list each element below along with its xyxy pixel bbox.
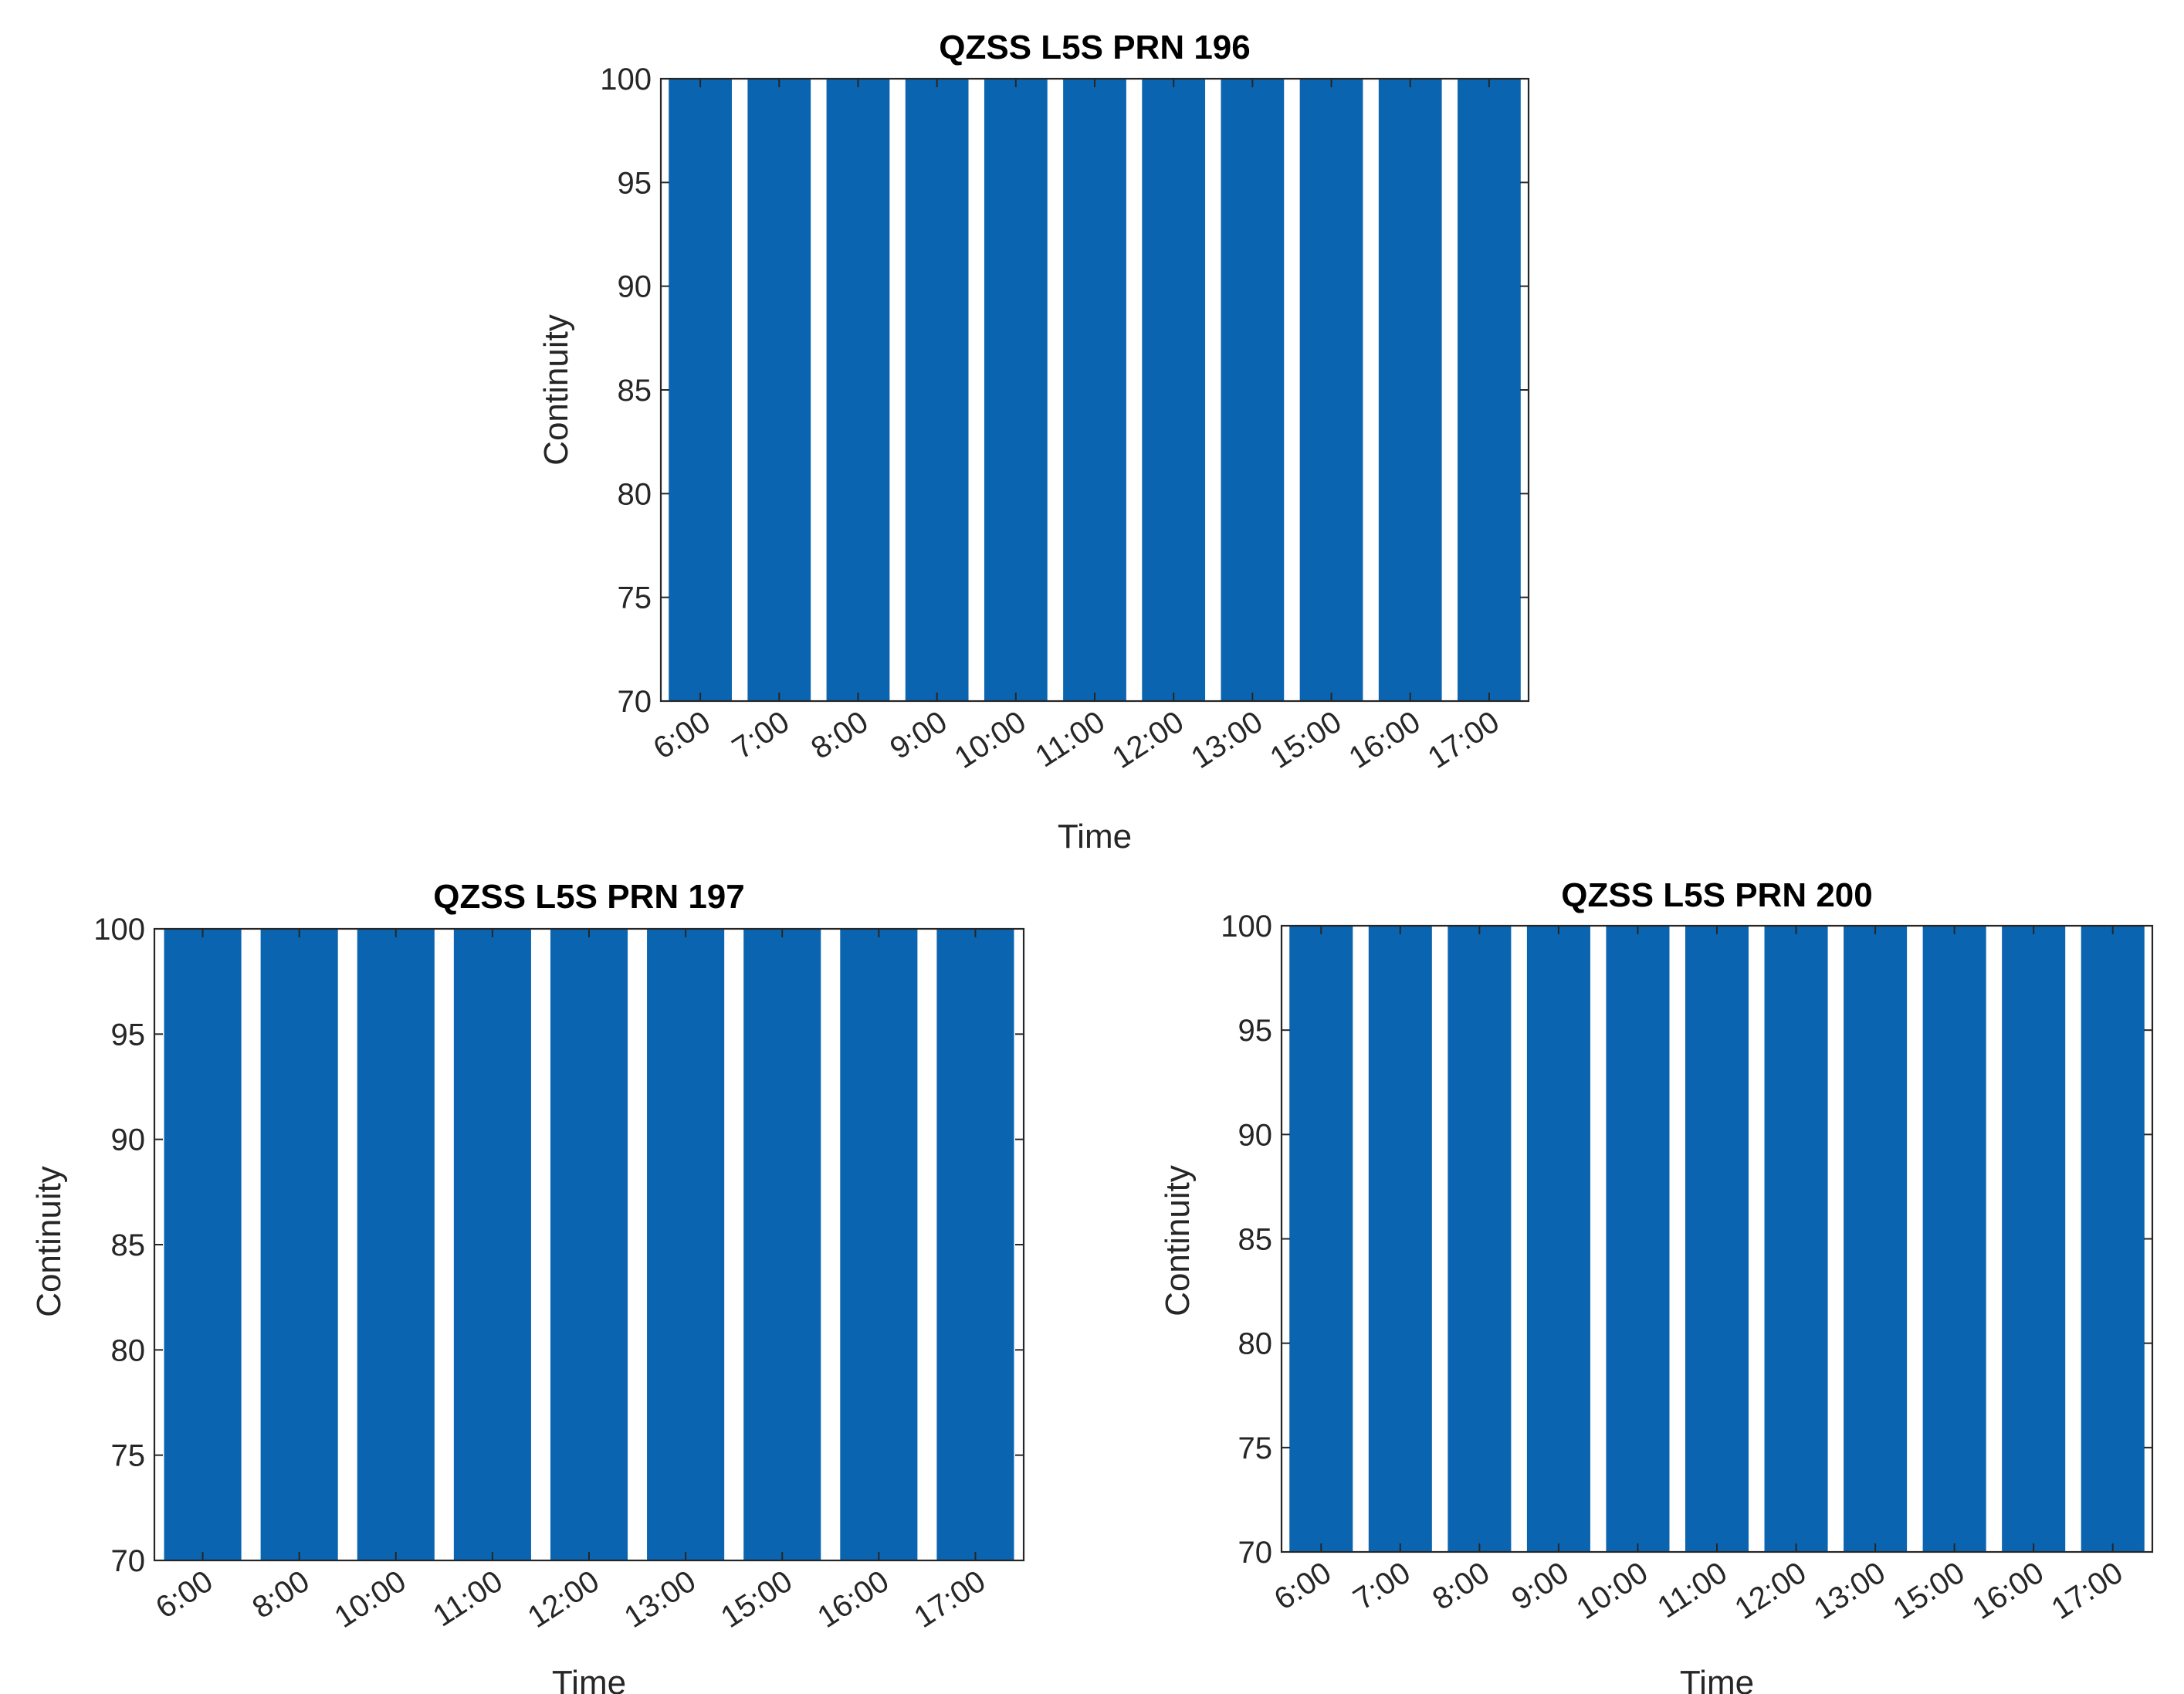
- bar-11-00: [453, 929, 531, 1560]
- y-tick-label: 95: [1238, 1014, 1273, 1048]
- y-tick-label: 100: [93, 913, 145, 947]
- bar-7-00: [747, 79, 811, 701]
- bar-6-00: [164, 929, 242, 1560]
- bar-6-00: [669, 79, 732, 701]
- bar-10-00: [1606, 926, 1670, 1552]
- bar-16-00: [2002, 926, 2066, 1552]
- bar-10-00: [984, 79, 1048, 701]
- bar-13-00: [647, 929, 725, 1560]
- chart-title: QZSS L5S PRN 197: [433, 878, 744, 916]
- bar-15-00: [1922, 926, 1986, 1552]
- y-axis-label: Continuity: [1159, 1165, 1197, 1316]
- x-axis-label: Time: [1058, 818, 1132, 855]
- bar-7-00: [1368, 926, 1432, 1552]
- y-tick-label: 70: [618, 685, 652, 719]
- y-axis-label: Continuity: [30, 1166, 68, 1317]
- bar-8-00: [826, 79, 890, 701]
- y-tick-label: 90: [618, 270, 652, 304]
- bar-13-00: [1221, 79, 1285, 701]
- bar-13-00: [1844, 926, 1908, 1552]
- y-tick-label: 80: [618, 477, 652, 511]
- bar-11-00: [1063, 79, 1126, 701]
- bar-15-00: [1299, 79, 1363, 701]
- y-tick-label: 85: [618, 374, 652, 408]
- bar-9-00: [1526, 926, 1590, 1552]
- bar-8-00: [260, 929, 338, 1560]
- y-tick-label: 95: [111, 1018, 146, 1052]
- bar-16-00: [1378, 79, 1442, 701]
- bar-6-00: [1289, 926, 1353, 1552]
- y-tick-label: 70: [1238, 1536, 1273, 1570]
- y-tick-label: 70: [111, 1544, 146, 1578]
- y-tick-label: 75: [1238, 1431, 1273, 1465]
- y-tick-label: 85: [111, 1228, 146, 1262]
- bar-12-00: [1142, 79, 1206, 701]
- bar-17-00: [2081, 926, 2145, 1552]
- bar-9-00: [905, 79, 969, 701]
- y-tick-label: 90: [111, 1123, 146, 1157]
- bar-16-00: [840, 929, 918, 1560]
- chart-title: QZSS L5S PRN 200: [1561, 876, 1872, 914]
- bar-17-00: [936, 929, 1014, 1560]
- bar-15-00: [743, 929, 821, 1560]
- x-axis-label: Time: [552, 1664, 626, 1694]
- y-tick-label: 90: [1238, 1118, 1273, 1152]
- x-axis-label: Time: [1680, 1664, 1754, 1694]
- y-tick-label: 75: [111, 1439, 146, 1473]
- y-tick-label: 80: [1238, 1327, 1273, 1361]
- bar-8-00: [1448, 926, 1512, 1552]
- chart-prn-200: QZSS L5S PRN 200 Continuity Time 70 75 80 8…: [1159, 876, 2154, 1694]
- chart-prn-197: QZSS L5S PRN 197 Continuity Time 70 75 80 8…: [30, 878, 1025, 1694]
- y-tick-label: 85: [1238, 1223, 1273, 1257]
- y-tick-label: 100: [600, 63, 652, 97]
- bar-11-00: [1685, 926, 1749, 1552]
- chart-title: QZSS L5S PRN 196: [939, 29, 1250, 66]
- bar-10-00: [357, 929, 435, 1560]
- y-tick-label: 100: [1221, 910, 1272, 944]
- y-tick-label: 80: [111, 1333, 146, 1367]
- bar-17-00: [1458, 79, 1521, 701]
- y-tick-label: 75: [618, 581, 652, 615]
- y-axis-label: Continuity: [537, 314, 575, 466]
- y-tick-label: 95: [618, 166, 652, 200]
- bar-12-00: [550, 929, 628, 1560]
- bar-12-00: [1764, 926, 1828, 1552]
